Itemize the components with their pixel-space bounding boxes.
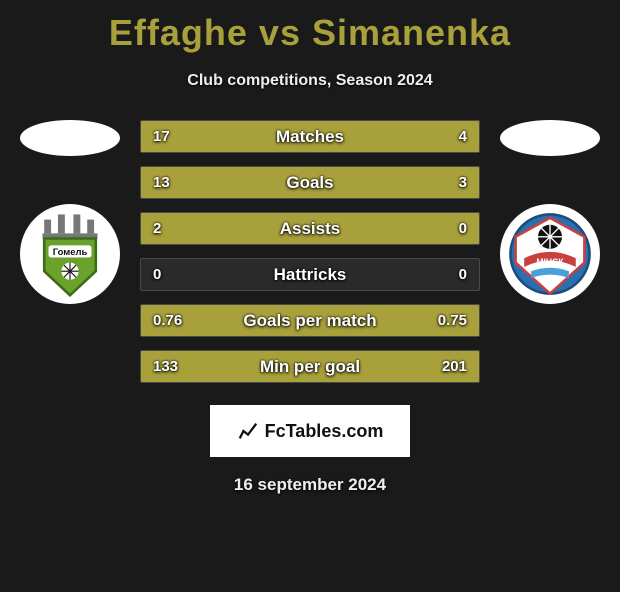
left-player-avatar [20,120,120,156]
brand-label: FcTables.com [265,421,384,442]
stat-label: Goals per match [141,305,479,336]
stat-label: Hattricks [141,259,479,290]
chart-icon [237,420,259,442]
stat-label: Min per goal [141,351,479,382]
left-side: Гомель [20,120,120,304]
stat-label: Matches [141,121,479,152]
stat-row: 133Goals [140,166,480,199]
page-subtitle: Club competitions, Season 2024 [0,72,620,90]
stat-row: 0.760.75Goals per match [140,304,480,337]
stat-row: 133201Min per goal [140,350,480,383]
right-player-avatar [500,120,600,156]
stats-table: 174Matches 133Goals 20Assists 00Hattricks 0.… [140,120,480,383]
page-title: Effaghe vs Simanenka [0,12,620,54]
gomel-crest-icon: Гомель [27,211,113,297]
right-club-badge: МІНСК [500,204,600,304]
comparison-content: Гомель 174Matches 133Goals 20Assists 00Hatt… [0,120,620,383]
left-club-badge: Гомель [20,204,120,304]
brand-badge[interactable]: FcTables.com [210,405,410,457]
minsk-crest-icon: МІНСК [507,211,593,297]
right-side: МІНСК [500,120,600,304]
stat-row: 174Matches [140,120,480,153]
svg-text:Гомель: Гомель [53,247,88,258]
date-label: 16 september 2024 [0,475,620,495]
svg-text:МІНСК: МІНСК [536,256,564,266]
stat-label: Goals [141,167,479,198]
stat-row: 00Hattricks [140,258,480,291]
stat-label: Assists [141,213,479,244]
stat-row: 20Assists [140,212,480,245]
